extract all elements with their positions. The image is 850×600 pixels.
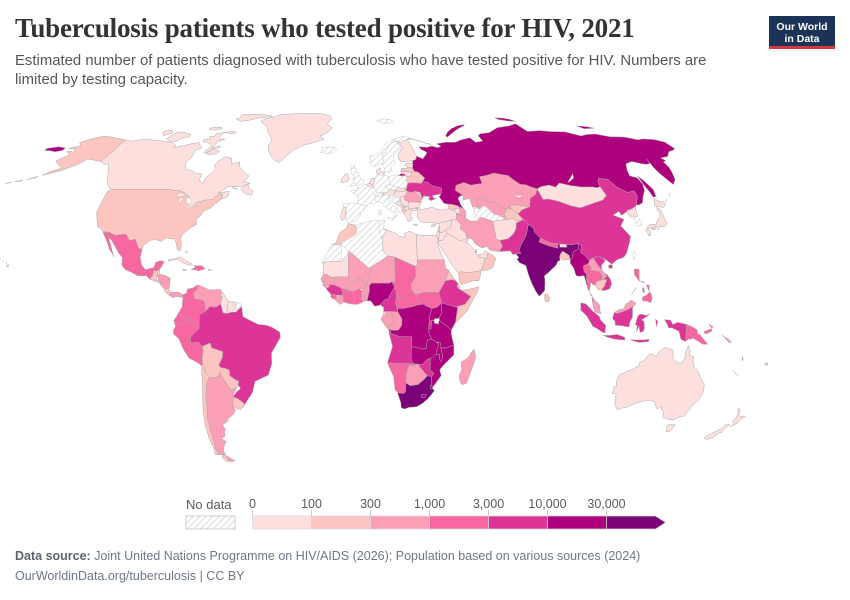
svg-text:300: 300	[360, 497, 381, 511]
svg-text:0: 0	[249, 497, 256, 511]
svg-text:3,000: 3,000	[473, 497, 504, 511]
svg-text:100: 100	[301, 497, 322, 511]
svg-text:10,000: 10,000	[528, 497, 566, 511]
svg-text:1,000: 1,000	[414, 497, 445, 511]
svg-text:30,000: 30,000	[587, 497, 625, 511]
svg-text:No data: No data	[186, 497, 232, 512]
